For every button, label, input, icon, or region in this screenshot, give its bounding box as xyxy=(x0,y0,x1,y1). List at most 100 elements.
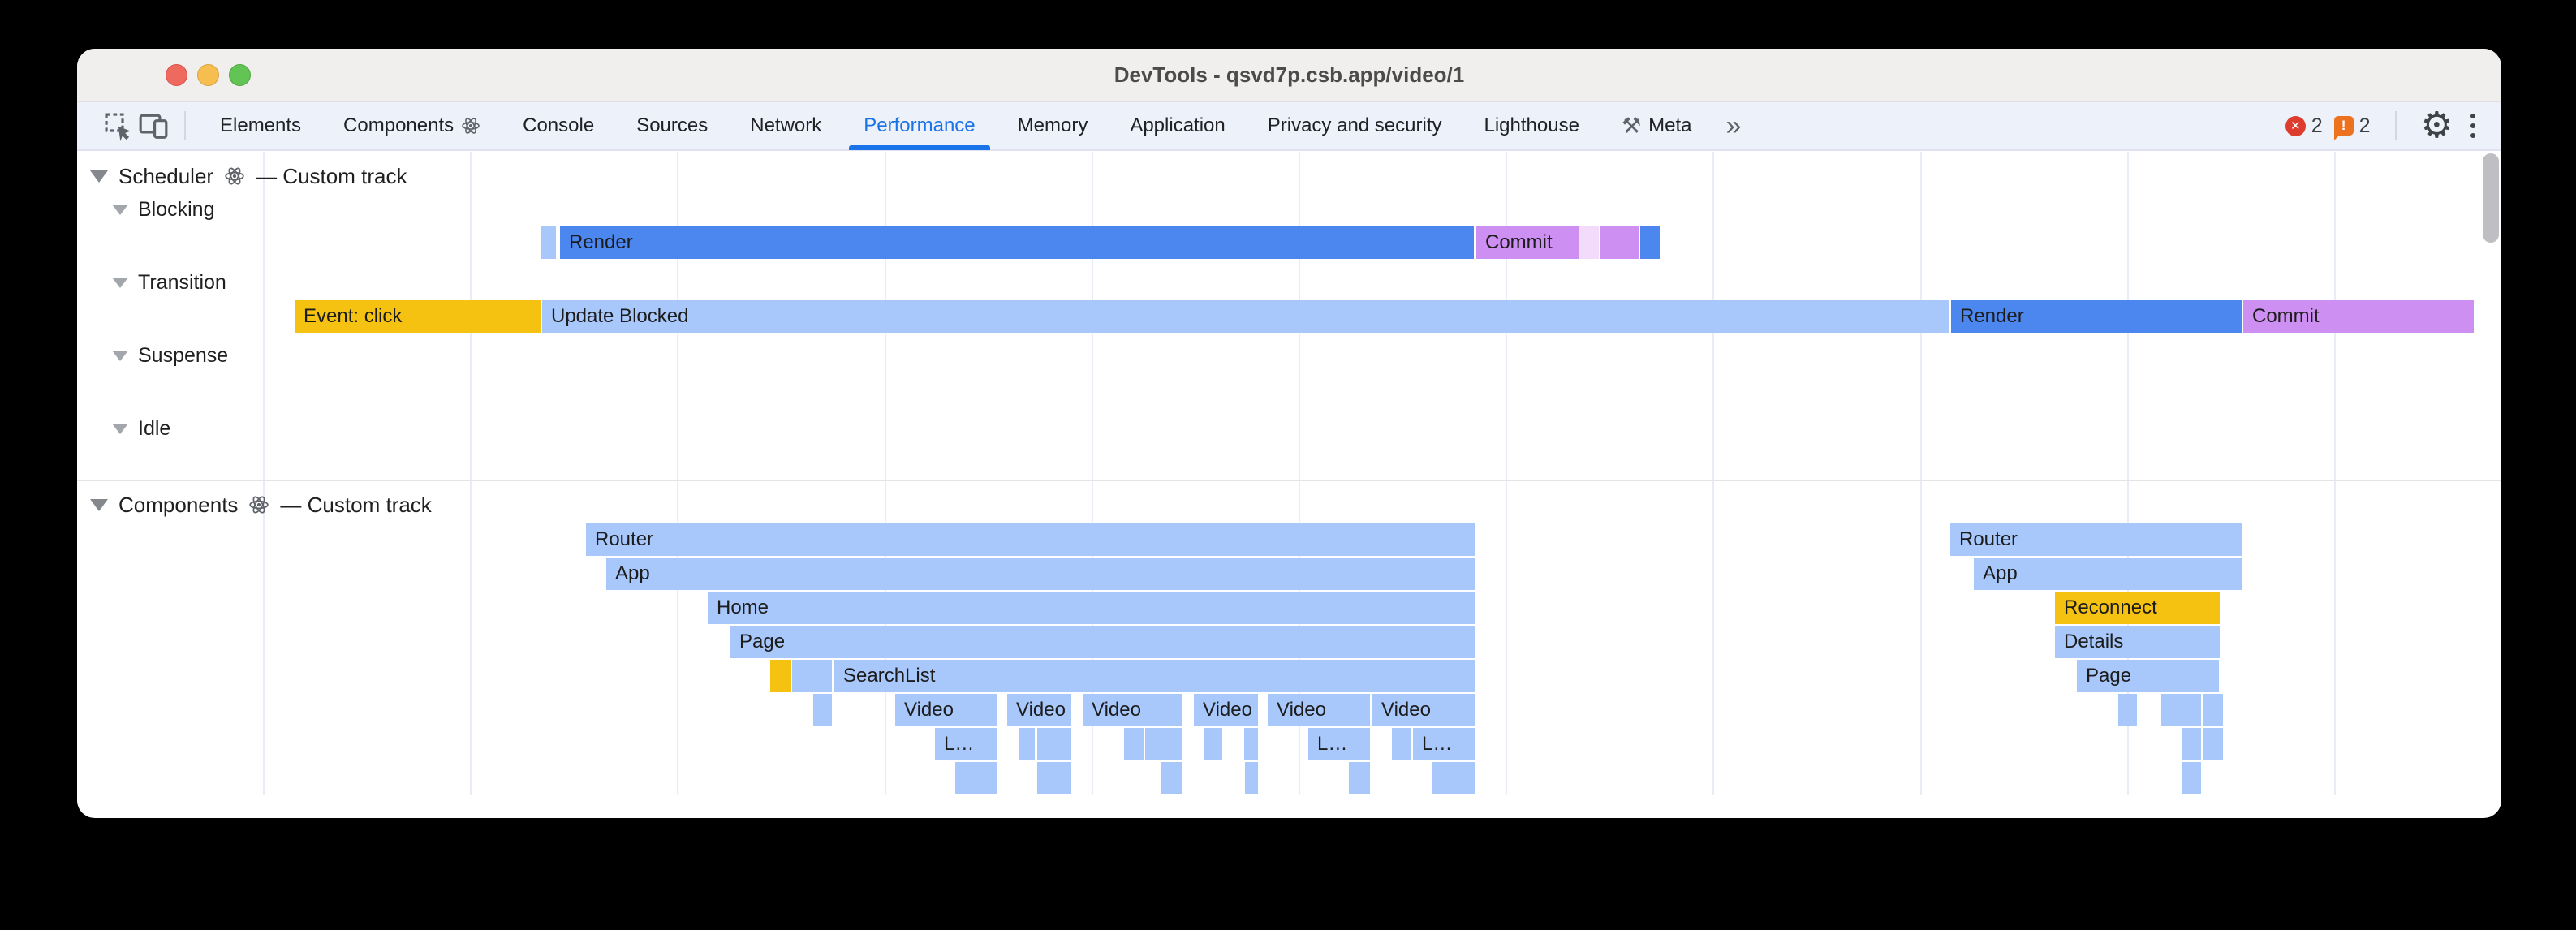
flame-bar[interactable] xyxy=(2118,694,2137,726)
flame-bar[interactable] xyxy=(1161,762,1182,794)
details-bar[interactable]: Details xyxy=(2055,626,2220,658)
video-bar[interactable]: Video xyxy=(1194,694,1258,726)
render-bar[interactable]: Render xyxy=(560,226,1474,259)
video-bar[interactable]: Video xyxy=(1083,694,1182,726)
l--bar[interactable]: L… xyxy=(935,728,997,760)
gridline xyxy=(263,152,265,795)
react-atom-icon xyxy=(249,496,269,514)
flame-bar[interactable] xyxy=(1244,728,1258,760)
flame-bar[interactable] xyxy=(1432,762,1475,794)
event-click-bar[interactable]: Event: click xyxy=(295,300,541,333)
lane-blocking[interactable]: Blocking xyxy=(112,193,215,226)
tab-meta[interactable]: ⚒ Meta xyxy=(1600,101,1713,150)
settings-gear-icon[interactable]: ⚙ xyxy=(2420,105,2453,145)
render-bar[interactable]: Render xyxy=(1951,300,2242,333)
commit-bar[interactable]: Commit xyxy=(2243,300,2474,333)
tab-memory[interactable]: Memory xyxy=(997,101,1109,150)
lane-label: Idle xyxy=(138,416,171,440)
tab-sources[interactable]: Sources xyxy=(615,101,729,150)
tab-network[interactable]: Network xyxy=(729,101,842,150)
flame-bar[interactable] xyxy=(955,762,997,794)
video-bar[interactable]: Video xyxy=(895,694,997,726)
lane-idle[interactable]: Idle xyxy=(112,412,170,445)
device-toolbar-icon[interactable] xyxy=(136,106,171,145)
components-track-header[interactable]: Components — Custom track xyxy=(90,489,432,521)
flame-bar[interactable] xyxy=(792,660,832,692)
flame-bar[interactable] xyxy=(1145,728,1182,760)
panel-tabs: Elements Components Console Sources Network P… xyxy=(199,101,1713,150)
l--bar[interactable]: L… xyxy=(1308,728,1370,760)
scheduler-track-header[interactable]: Scheduler — Custom track xyxy=(90,160,407,192)
flame-bar[interactable] xyxy=(2182,762,2201,794)
commit-bar[interactable]: Commit xyxy=(1476,226,1579,259)
track-separator xyxy=(77,480,2501,481)
collapse-triangle-icon[interactable] xyxy=(112,204,128,215)
flame-bar[interactable] xyxy=(1037,728,1071,760)
titlebar: DevTools - qsvd7p.csb.app/video/1 xyxy=(77,49,2501,102)
video-bar[interactable]: Video xyxy=(1372,694,1475,726)
gridline xyxy=(1506,152,1507,795)
tab-components[interactable]: Components xyxy=(322,101,502,150)
tab-console[interactable]: Console xyxy=(502,101,615,150)
tab-label: Meta xyxy=(1648,114,1692,136)
app-bar[interactable]: App xyxy=(1974,558,2242,590)
flame-bar[interactable] xyxy=(2182,728,2201,760)
flame-bar[interactable] xyxy=(1640,226,1660,259)
collapse-triangle-icon[interactable] xyxy=(90,498,108,511)
flame-bar[interactable] xyxy=(1204,728,1222,760)
tab-privacy-and-security[interactable]: Privacy and security xyxy=(1247,101,1463,150)
flame-bar[interactable] xyxy=(2203,694,2223,726)
flame-bar[interactable] xyxy=(1579,226,1599,259)
tab-lighthouse[interactable]: Lighthouse xyxy=(1463,101,1600,150)
tab-elements[interactable]: Elements xyxy=(199,101,322,150)
vertical-scrollbar-thumb[interactable] xyxy=(2483,153,2499,243)
bar-label: Video xyxy=(1381,699,1431,721)
searchlist-bar[interactable]: SearchList xyxy=(834,660,1475,692)
reconnect-bar[interactable]: Reconnect xyxy=(2055,592,2220,624)
bar-label: Render xyxy=(1960,305,2024,327)
tab-performance[interactable]: Performance xyxy=(842,101,996,150)
home-bar[interactable]: Home xyxy=(708,592,1475,624)
flame-bar[interactable] xyxy=(1245,762,1258,794)
bar-label: App xyxy=(615,562,650,584)
flame-bar[interactable] xyxy=(813,694,832,726)
lane-suspense[interactable]: Suspense xyxy=(112,339,228,372)
flame-bar[interactable] xyxy=(1349,762,1370,794)
l--bar[interactable]: L… xyxy=(1413,728,1475,760)
flame-bar[interactable] xyxy=(1019,728,1035,760)
video-bar[interactable]: Video xyxy=(1268,694,1370,726)
collapse-triangle-icon[interactable] xyxy=(90,170,108,183)
app-bar[interactable]: App xyxy=(606,558,1475,590)
flame-bar[interactable] xyxy=(2161,694,2201,726)
inspect-element-icon[interactable] xyxy=(100,106,136,145)
page-bar[interactable]: Page xyxy=(730,626,1475,658)
minimize-button[interactable] xyxy=(197,64,219,86)
more-tabs-chevron[interactable]: » xyxy=(1725,110,1742,141)
more-options-icon[interactable] xyxy=(2464,114,2482,138)
tab-application[interactable]: Application xyxy=(1109,101,1246,150)
collapse-triangle-icon[interactable] xyxy=(112,350,128,361)
update-blocked-bar[interactable]: Update Blocked xyxy=(542,300,1949,333)
bar-label: Home xyxy=(717,596,769,618)
toolbar-divider xyxy=(184,111,186,140)
warning-badge[interactable]: ! 2 xyxy=(2333,114,2371,140)
tab-label: Lighthouse xyxy=(1484,114,1579,136)
page-bar[interactable]: Page xyxy=(2077,660,2219,692)
flame-bar[interactable] xyxy=(1037,762,1071,794)
close-button[interactable] xyxy=(166,64,187,86)
flame-bar[interactable] xyxy=(541,226,556,259)
router-bar[interactable]: Router xyxy=(586,523,1475,556)
collapse-triangle-icon[interactable] xyxy=(112,423,128,434)
flame-bar[interactable] xyxy=(2203,728,2223,760)
video-bar[interactable]: Video xyxy=(1007,694,1071,726)
lane-transition[interactable]: Transition xyxy=(112,266,226,299)
bar-label: Router xyxy=(1959,528,2018,550)
flame-bar[interactable] xyxy=(1600,226,1639,259)
router-bar[interactable]: Router xyxy=(1950,523,2242,556)
maximize-button[interactable] xyxy=(229,64,251,86)
flame-bar[interactable] xyxy=(1124,728,1144,760)
collapse-triangle-icon[interactable] xyxy=(112,277,128,288)
error-badge[interactable]: ✕ 2 xyxy=(2285,114,2323,138)
flame-bar[interactable] xyxy=(1392,728,1411,760)
flame-bar[interactable] xyxy=(770,660,791,692)
